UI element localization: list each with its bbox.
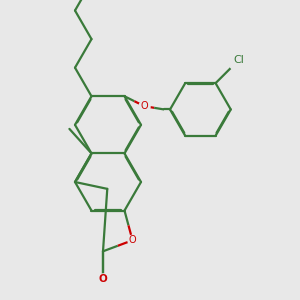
Text: O: O [99, 274, 107, 284]
Text: Cl: Cl [233, 55, 244, 65]
Text: O: O [129, 235, 136, 245]
Text: O: O [140, 101, 148, 111]
